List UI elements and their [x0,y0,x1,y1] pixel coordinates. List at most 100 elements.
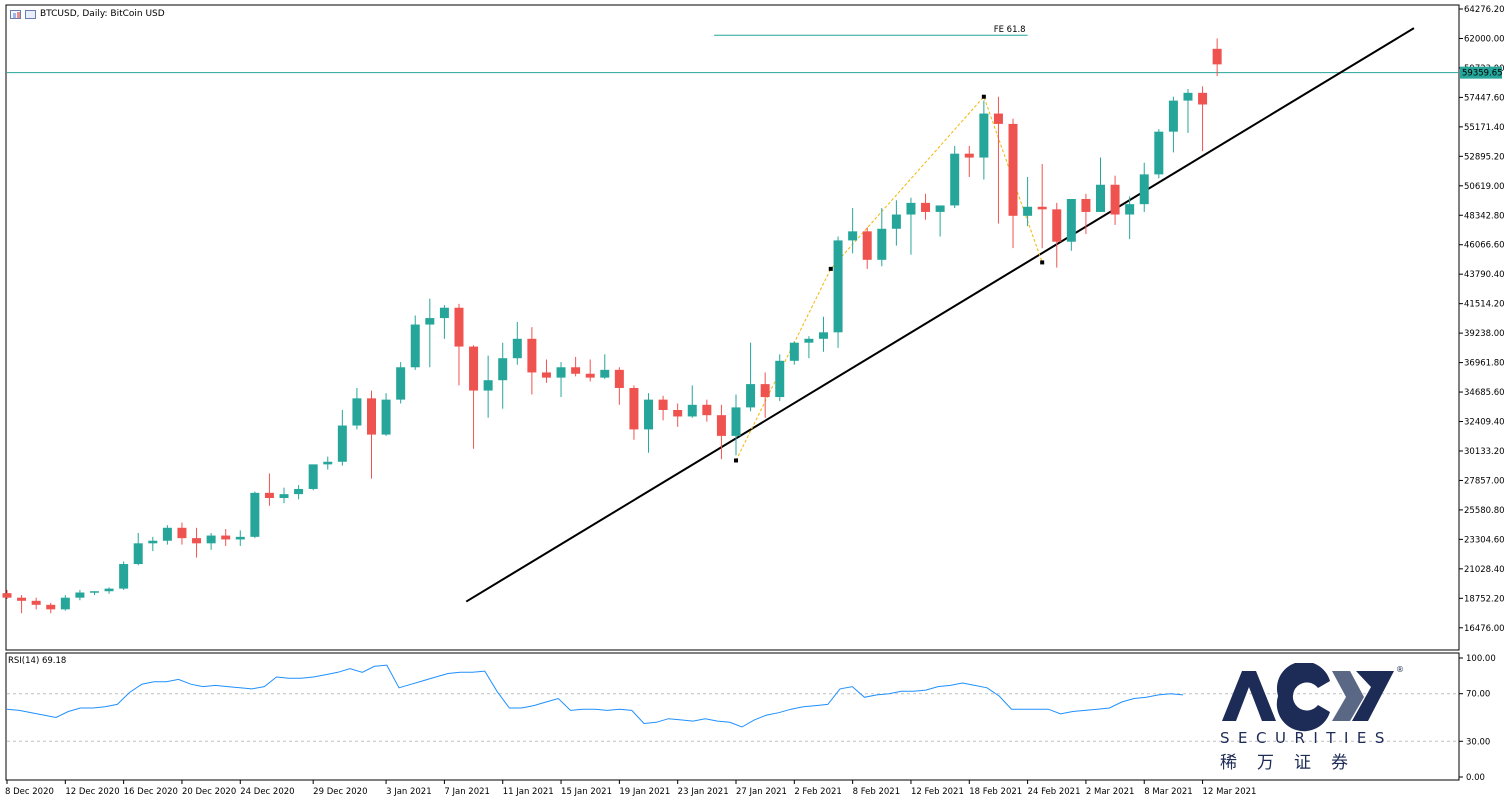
time-tick-label: 24 Dec 2020 [240,787,294,797]
rsi-tick-label: 30.00 [1466,737,1490,747]
candle-body [119,564,129,589]
acy-logo: ® SECURITIES 稀万证券 [1218,663,1408,775]
price-tick-label: 55171.40 [1464,123,1505,133]
candle-body [731,407,741,436]
candle [279,487,289,504]
chart-header: BTCUSD, Daily: BitCoin USD [10,9,165,19]
time-tick-label: 24 Feb 2021 [1028,787,1081,797]
candle [1212,38,1222,77]
candle-body [1066,198,1076,242]
chart-properties-icon[interactable] [25,9,36,19]
candle [119,561,129,590]
candle-body [148,540,158,544]
candle-body [31,600,41,605]
candle-body [192,538,202,544]
candle-body [133,543,143,565]
symbol-label: BTCUSD, Daily: BitCoin USD [40,9,165,19]
candle-body [862,231,872,260]
candle-body [75,592,85,598]
candle-body [2,593,12,598]
candle [17,595,27,614]
candle-body [1198,92,1208,105]
candle [367,390,376,479]
candle-body [541,372,551,378]
candle [221,529,231,546]
candle-body [906,202,916,215]
time-tick-label: 8 Feb 2021 [853,787,901,797]
candle [979,100,989,180]
candle-body [818,332,828,339]
candle-body [512,338,522,359]
price-tick-label: 39238.00 [1464,329,1505,339]
candle [571,356,581,377]
candle-body [1110,184,1120,215]
candle-body [789,342,799,361]
candle-body [206,535,216,544]
candle-body [498,358,508,381]
candle-body [527,338,537,373]
candle [673,403,683,427]
candle-body [571,367,581,374]
candle [644,393,654,453]
candle [541,359,551,383]
candle [964,145,974,177]
candle [993,96,1003,224]
zigzag-point [981,94,986,99]
candle [235,530,245,546]
candle-body [716,415,726,436]
current-price-badge-bg [1460,66,1502,79]
candle [337,409,347,466]
candle [308,464,318,491]
time-tick-label: 20 Dec 2020 [182,787,236,797]
candle-body [1139,174,1149,205]
candle-body [950,153,960,206]
rsi-levels [7,693,1458,742]
candle-body [921,202,931,212]
candle-body [702,404,712,416]
price-tick-label: 43790.40 [1464,270,1505,280]
rsi-tick-label: 0.00 [1466,773,1485,783]
candle [877,208,887,267]
candle [1081,193,1091,234]
candle [60,595,70,611]
candle [804,336,814,359]
candle-body [1023,206,1033,216]
candle-body [264,492,274,499]
price-tick-label: 16476.00 [1464,624,1505,634]
candle [410,315,420,370]
candle [687,385,697,418]
candle [1125,196,1135,240]
price-tick-label: 62000.00 [1464,34,1505,44]
zigzag-point [828,266,833,271]
candle [921,193,931,220]
candle [906,197,916,255]
candle-body [1081,198,1091,212]
candle [716,404,726,460]
candle [1096,157,1105,212]
time-tick-label: 23 Jan 2021 [678,787,729,797]
candle [1110,175,1120,225]
candle [498,342,508,409]
candle [818,316,828,352]
rsi-line-group [6,664,1184,728]
candle [527,327,537,395]
candle-body [89,591,99,593]
candle-body [1037,206,1047,210]
price-tick-label: 50619.00 [1464,182,1505,192]
candle-body [1154,131,1164,175]
candle-body [964,153,974,158]
main-panel-frame [5,4,1460,781]
candle-body [614,369,624,388]
current-price-badge: 59359.65 [1460,66,1503,79]
candle-body [177,527,187,539]
candlestick-series [2,38,1222,614]
chart-window-icon[interactable] [10,9,21,19]
fibonacci-extension: FE 61.8 [714,25,1028,36]
price-tick-label: 41514.20 [1464,300,1505,310]
candle [746,342,756,412]
candle [148,536,158,552]
current-price-label: 59359.65 [1462,69,1503,79]
candle-body [775,360,785,398]
zigzag-pattern [734,94,1045,463]
time-tick-label: 8 Dec 2020 [5,787,54,797]
